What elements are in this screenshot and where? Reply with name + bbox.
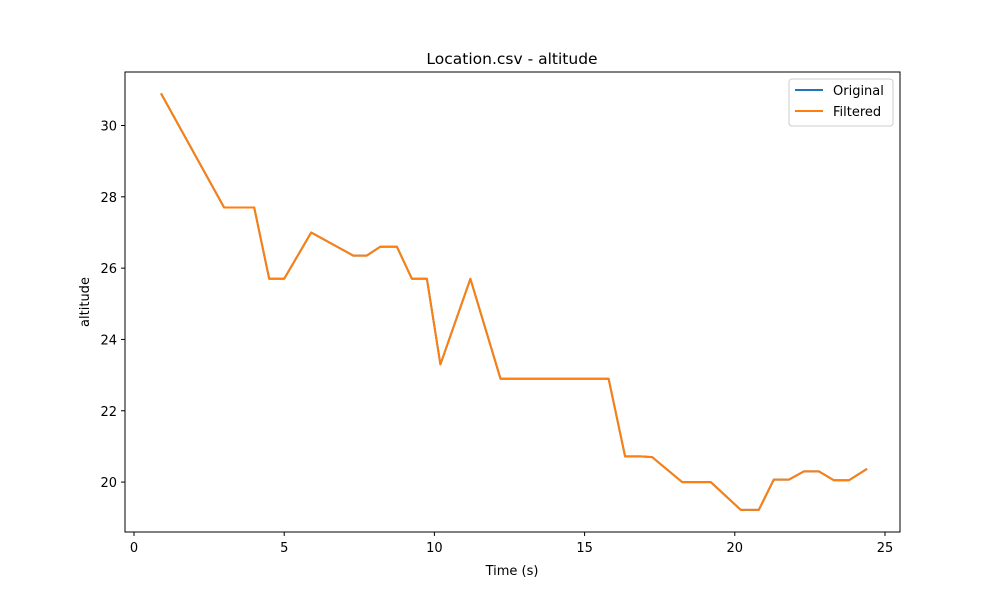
x-tick-label: 5 xyxy=(280,541,288,556)
series-layer xyxy=(160,92,868,511)
y-axis-ticks: 20 22 24 26 28 30 xyxy=(100,119,125,491)
plot-area: 0 5 10 15 20 25 20 22 24 26 28 30 xyxy=(100,71,901,556)
x-tick-label: 20 xyxy=(727,541,744,556)
x-axis-ticks: 0 5 10 15 20 25 xyxy=(130,532,893,556)
legend-label-filtered: Filtered xyxy=(833,105,881,120)
x-axis-label: Time (s) xyxy=(485,564,539,579)
y-tick-label: 24 xyxy=(100,333,117,348)
y-axis-label: altitude xyxy=(78,277,93,327)
x-tick-label: 25 xyxy=(877,541,894,556)
y-tick-label: 30 xyxy=(100,119,117,134)
legend: Original Filtered xyxy=(788,78,894,127)
series-line-filtered xyxy=(160,92,868,511)
chart-title: Location.csv - altitude xyxy=(426,50,597,68)
x-tick-label: 15 xyxy=(576,541,593,556)
y-tick-label: 26 xyxy=(100,262,117,277)
x-tick-label: 0 xyxy=(130,541,138,556)
legend-label-original: Original xyxy=(833,84,884,99)
plot-frame xyxy=(124,71,901,533)
x-tick-label: 10 xyxy=(426,541,443,556)
y-tick-label: 22 xyxy=(100,405,117,420)
y-tick-label: 20 xyxy=(100,476,117,491)
y-tick-label: 28 xyxy=(100,191,117,206)
